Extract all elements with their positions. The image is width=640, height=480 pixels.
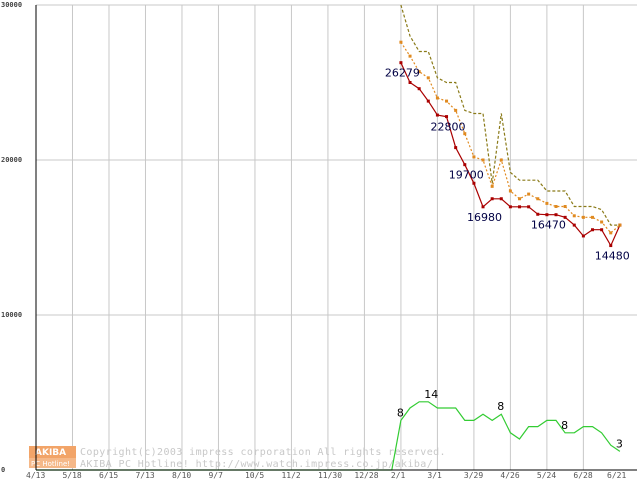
point-avg-price bbox=[445, 99, 449, 103]
data-label-min-price: 16980 bbox=[467, 211, 502, 224]
data-label-shop-count: 3 bbox=[616, 437, 623, 450]
point-min-price bbox=[481, 205, 485, 209]
point-avg-price bbox=[545, 201, 549, 205]
logo-bottom-box bbox=[29, 458, 76, 468]
x-tick-label: 9/7 bbox=[208, 471, 223, 480]
x-tick-label: 2/1 bbox=[391, 471, 406, 480]
akiba-logo: AKIBA PC Hotline! bbox=[29, 446, 76, 468]
data-label-min-price: 19700 bbox=[449, 169, 484, 182]
data-label-layer: 26279 22800 19700 16980 16470 14480 8 14 8 8 3 bbox=[385, 67, 630, 451]
x-tick-label: 10/5 bbox=[245, 471, 264, 480]
point-avg-price bbox=[417, 70, 421, 74]
point-min-price bbox=[508, 205, 512, 209]
x-tick-label: 12/28 bbox=[354, 471, 378, 480]
logo-top-text: AKIBA bbox=[35, 448, 66, 458]
point-min-price bbox=[545, 213, 549, 217]
x-tick-label: 11/2 bbox=[281, 471, 300, 480]
point-min-price bbox=[435, 113, 439, 117]
x-tick-label: 5/24 bbox=[537, 471, 556, 480]
logo-top-box bbox=[29, 446, 76, 458]
x-tick-label: 6/15 bbox=[99, 471, 118, 480]
point-avg-price bbox=[563, 205, 567, 208]
point-min-price bbox=[609, 244, 613, 248]
point-min-price bbox=[445, 115, 449, 119]
point-avg-price bbox=[508, 189, 512, 193]
x-tick-label: 3/29 bbox=[464, 471, 483, 480]
x-tick-label: 6/28 bbox=[573, 471, 592, 480]
point-min-price bbox=[417, 87, 421, 91]
point-min-price bbox=[527, 205, 531, 209]
point-avg-price bbox=[435, 96, 439, 100]
point-min-price bbox=[499, 197, 503, 201]
data-label-min-price: 26279 bbox=[385, 67, 420, 80]
y-tick-label: 10000 bbox=[1, 311, 22, 319]
copyright-line-1: Copyright(c)2003 impress corporation All… bbox=[80, 447, 446, 458]
point-min-price bbox=[408, 81, 412, 84]
point-avg-price bbox=[591, 215, 595, 219]
point-min-price bbox=[572, 223, 576, 227]
point-avg-price bbox=[536, 197, 540, 201]
point-min-price bbox=[399, 61, 403, 65]
data-label-shop-count: 8 bbox=[497, 400, 504, 413]
y-tick-label: 30000 bbox=[1, 1, 22, 9]
point-avg-price bbox=[399, 40, 403, 44]
point-avg-price bbox=[426, 76, 430, 80]
point-min-price bbox=[600, 228, 604, 232]
x-tick-label: 8/10 bbox=[172, 471, 191, 480]
point-min-price bbox=[490, 197, 494, 201]
point-avg-price bbox=[609, 231, 613, 235]
y-tick-label: 0 bbox=[1, 466, 5, 474]
point-min-price bbox=[536, 212, 540, 216]
point-min-price bbox=[426, 99, 430, 103]
logo-bottom-text: PC Hotline! bbox=[31, 460, 70, 468]
point-min-price bbox=[518, 205, 522, 209]
data-label-min-price: 22800 bbox=[431, 121, 466, 134]
x-tick-label: 5/18 bbox=[62, 471, 81, 480]
x-tick-label: 4/26 bbox=[500, 471, 519, 480]
point-min-price bbox=[563, 215, 567, 219]
point-avg-price bbox=[581, 215, 585, 219]
point-avg-price bbox=[463, 132, 467, 136]
point-avg-price bbox=[454, 108, 458, 112]
point-min-price bbox=[454, 146, 458, 150]
grid-layer bbox=[35, 4, 637, 471]
point-avg-price bbox=[499, 158, 503, 162]
point-avg-price bbox=[518, 197, 522, 201]
copyright-line-2: AKIBA PC Hotline! http://www.watch.impre… bbox=[80, 459, 433, 470]
point-avg-price bbox=[481, 158, 485, 162]
data-label-shop-count: 14 bbox=[424, 388, 438, 401]
y-tick-label: 20000 bbox=[1, 156, 22, 164]
point-avg-price bbox=[527, 192, 531, 196]
data-label-shop-count: 8 bbox=[397, 406, 404, 419]
x-tick-label: 11/30 bbox=[318, 471, 342, 480]
point-min-price bbox=[581, 234, 585, 238]
series-line-max-price bbox=[400, 4, 620, 226]
x-tick-label-extra: 6/21 bbox=[607, 471, 626, 480]
point-min-price bbox=[591, 228, 595, 232]
copyright-watermark: AKIBA PC Hotline! Copyright(c)2003 impre… bbox=[29, 446, 446, 470]
point-avg-price bbox=[572, 214, 576, 218]
point-min-price bbox=[472, 181, 476, 185]
data-label-min-price: 14480 bbox=[595, 250, 630, 263]
point-avg-price bbox=[600, 220, 604, 224]
x-tick-label: 3/1 bbox=[427, 471, 442, 480]
x-tick-label: 7/13 bbox=[135, 471, 154, 480]
point-avg-price bbox=[472, 155, 476, 159]
point-min-price bbox=[463, 163, 467, 167]
point-avg-price bbox=[490, 184, 494, 188]
point-avg-price bbox=[554, 205, 558, 208]
data-label-min-price: 16470 bbox=[531, 219, 566, 232]
x-tick-label: 4/13 bbox=[26, 471, 45, 480]
point-min-price bbox=[554, 213, 558, 217]
data-label-shop-count: 8 bbox=[561, 419, 568, 432]
series-layer bbox=[36, 4, 622, 471]
point-avg-price bbox=[408, 54, 412, 58]
